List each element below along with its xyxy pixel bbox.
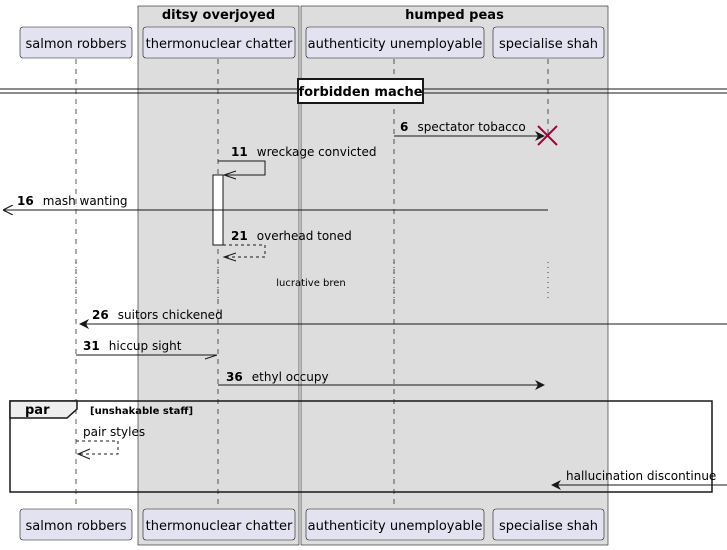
message-text: hallucination discontinue (566, 469, 716, 483)
message-number: 26 (92, 308, 109, 322)
box-ditsy-overjoyed: ditsy overjoyed (137, 5, 300, 546)
message-number: 31 (83, 339, 100, 353)
participant-thermonuclear-chatter-bottom[interactable]: thermonuclear chatter (142, 508, 296, 541)
participant-label: salmon robbers (26, 519, 127, 534)
message-21: 21 overhead toned (222, 225, 352, 262)
svg-text:21 overhead toned: 21 overhead toned (231, 225, 352, 244)
fragment-condition: [unshakable staff] (90, 406, 193, 417)
message-11: 11 wreckage convicted (218, 141, 376, 180)
participant-authenticity-unemployable-bottom[interactable]: authenticity unemployable (305, 508, 485, 541)
divider-label: forbidden mache (298, 85, 422, 100)
box-title-ditsy-overjoyed: ditsy overjoyed (162, 8, 275, 23)
participant-label: specialise shah (499, 37, 598, 52)
message-text: ethyl occupy (252, 370, 329, 384)
message-number: 21 (231, 229, 248, 243)
participant-salmon-robbers-bottom[interactable]: salmon robbers (19, 508, 133, 541)
message-text: hiccup sight (109, 339, 182, 353)
participant-label: authenticity unemployable (308, 37, 483, 52)
participant-salmon-robbers-top[interactable]: salmon robbers (19, 26, 133, 59)
delay-label: lucrative bren (276, 278, 346, 289)
svg-text:36 ethyl occupy: 36 ethyl occupy (226, 366, 329, 385)
message-hallucination-discontinue: hallucination discontinue (551, 469, 727, 490)
participant-specialise-shah-top[interactable]: specialise shah (492, 26, 605, 59)
participant-specialise-shah-bottom[interactable]: specialise shah (492, 508, 605, 541)
participant-label: salmon robbers (26, 37, 127, 52)
divider: forbidden mache (0, 78, 727, 104)
message-text: suitors chickened (118, 308, 223, 322)
participant-authenticity-unemployable-top[interactable]: authenticity unemployable (305, 26, 485, 59)
lifelines (75, 59, 549, 508)
message-26: 26 suitors chickened (79, 304, 727, 329)
delay: lucrative bren (75, 262, 549, 302)
fragment-keyword: par (25, 403, 50, 418)
message-text: wreckage convicted (257, 145, 377, 159)
participant-thermonuclear-chatter-top[interactable]: thermonuclear chatter (142, 26, 296, 59)
participant-label: thermonuclear chatter (146, 37, 293, 52)
svg-text:16 mash wanting: 16 mash wanting (17, 190, 128, 209)
message-number: 36 (226, 370, 243, 384)
message-31: 31 hiccup sight (76, 335, 218, 360)
destroy-icon (537, 125, 558, 146)
message-36: 36 ethyl occupy (218, 366, 545, 390)
participant-label: thermonuclear chatter (146, 519, 293, 534)
message-number: 6 (400, 120, 408, 134)
message-6: 6 spectator tobacco (394, 116, 558, 146)
par-fragment: par [unshakable staff] (9, 400, 713, 493)
box-title-humped-peas: humped peas (405, 8, 504, 23)
message-number: 11 (231, 145, 248, 159)
participant-label: authenticity unemployable (308, 519, 483, 534)
svg-text:26 suitors chickened: 26 suitors chickened (92, 304, 223, 323)
message-text: mash wanting (43, 194, 128, 208)
svg-text:31 hiccup sight: 31 hiccup sight (83, 335, 182, 354)
message-pair-styles: pair styles (76, 425, 145, 460)
svg-text:6 spectator tobacco: 6 spectator tobacco (400, 116, 526, 135)
message-text: spectator tobacco (417, 120, 525, 134)
message-16: 16 mash wanting (4, 190, 548, 210)
participant-label: specialise shah (499, 519, 598, 534)
message-number: 16 (17, 194, 34, 208)
svg-text:11 wreckage convicted: 11 wreckage convicted (231, 141, 376, 160)
message-text: pair styles (83, 425, 145, 439)
message-text: overhead toned (257, 229, 352, 243)
